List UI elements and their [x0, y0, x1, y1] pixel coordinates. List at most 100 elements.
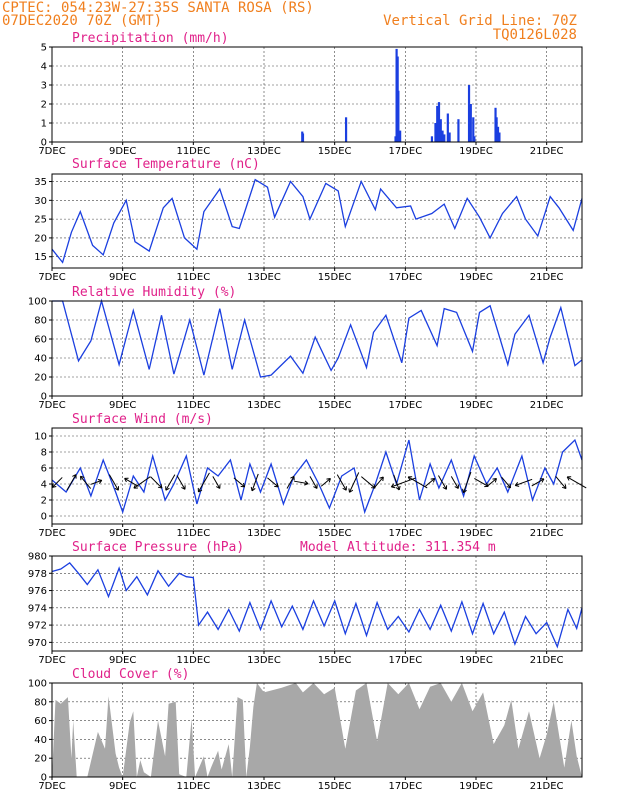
precip-bar — [436, 105, 439, 142]
wind-ytick-label: 8 — [41, 448, 47, 459]
precip-ytick-label: 4 — [41, 62, 47, 73]
wind-arrow — [124, 477, 139, 487]
precip-bar — [399, 130, 402, 142]
cloud-ytick-label: 60 — [34, 716, 47, 727]
wind-arrow — [438, 475, 448, 490]
wind-title: Surface Wind (m/s) — [72, 412, 213, 427]
cloud-ytick-label: 100 — [28, 679, 47, 690]
wind-arrow — [393, 474, 401, 491]
temp-plot: 15 20 25 30 35 7DEC 9DEC 11DEC 13DEC 15DEC 17DEC 19… — [34, 173, 583, 283]
wind-xtick-label: 21DEC — [530, 528, 564, 539]
precip-bar — [472, 117, 475, 142]
precip-bar — [430, 136, 434, 142]
cloud-frame — [51, 682, 583, 778]
rh-xtick-label: 9DEC — [109, 400, 136, 411]
pressure-ytick-label: 974 — [28, 603, 47, 614]
cloud-panel: Cloud Cover (%) — [72, 667, 189, 682]
wind-arrow — [486, 478, 497, 487]
temp-panel: Surface Temperature (nC) — [72, 157, 260, 172]
wind-xtick-label: 11DEC — [176, 528, 210, 539]
rh-title: Relative Humidity (%) — [72, 285, 236, 300]
cloud-xtick-label: 19DEC — [459, 781, 493, 792]
precip-bar — [443, 134, 446, 142]
model-altitude: Model Altitude: 311.354 m — [300, 540, 496, 555]
cloud-ytick-label: 20 — [34, 754, 47, 765]
precip-ytick-label: 3 — [41, 81, 47, 92]
temp-ytick-label: 30 — [34, 196, 47, 207]
pressure-ytick-label: 980 — [28, 552, 47, 563]
pressure-title: Surface Pressure (hPa) — [72, 540, 244, 555]
precip-bar — [498, 132, 501, 142]
wind-arrow — [373, 476, 384, 489]
cloud-ytick-label: 80 — [34, 697, 47, 708]
wind-arrow — [286, 475, 295, 489]
temp-line — [51, 178, 583, 264]
rh-xtick-label: 17DEC — [388, 400, 422, 411]
wind-arrow — [294, 480, 309, 486]
wind-xtick-label: 7DEC — [38, 528, 65, 539]
wind-arrow — [566, 476, 587, 489]
precip-xtick-label: 11DEC — [176, 146, 210, 157]
pressure-plot: 970 972 974 976 978 980 7DEC 9DEC 11DEC 13DEC 15DE… — [28, 552, 583, 666]
precip-xtick-label: 9DEC — [109, 146, 136, 157]
pressure-panel: Surface Pressure (hPa) Model Altitude: 3… — [72, 540, 496, 555]
cloud-xtick-label: 11DEC — [176, 781, 210, 792]
wind-arrow — [555, 475, 567, 490]
rh-ytick-label: 0 — [41, 392, 47, 403]
temp-xtick-label: 9DEC — [109, 272, 136, 283]
cloud-xtick-label: 15DEC — [318, 781, 352, 792]
precip-bar — [446, 113, 449, 142]
cloud-plot: 0 20 40 60 80 100 7DEC 9DEC 11DEC 13DEC 15DEC 17DEC… — [28, 679, 583, 792]
precip-bar — [495, 117, 498, 142]
wind-ytick-label: 10 — [34, 432, 47, 443]
wind-arrow — [336, 474, 347, 491]
wind-plot: 0 2 4 6 8 10 7DEC 9DEC 11DEC 13DEC 15DEC 17DEC 19DEC… — [34, 427, 587, 539]
temp-title: Surface Temperature (nC) — [72, 157, 260, 172]
wind-arrow — [361, 476, 376, 489]
pressure-xtick-label: 13DEC — [247, 655, 281, 666]
precip-bar — [437, 102, 441, 142]
pressure-xtick-label: 7DEC — [38, 655, 65, 666]
cloud-xtick-label: 9DEC — [109, 781, 136, 792]
wind-xtick-label: 13DEC — [247, 528, 281, 539]
wind-arrow — [462, 471, 472, 494]
rh-ytick-label: 100 — [28, 297, 47, 308]
wind-arrow — [176, 475, 186, 490]
wind-arrow — [212, 476, 221, 489]
cloud-ytick-label: 0 — [41, 773, 47, 784]
wind-ytick-label: 0 — [41, 512, 47, 523]
wind-ytick-label: 2 — [41, 496, 47, 507]
temp-xtick-label: 19DEC — [459, 272, 493, 283]
wind-arrow — [267, 477, 279, 488]
precip-title: Precipitation (mm/h) — [72, 31, 229, 46]
precip-panel: Precipitation (mm/h) — [72, 31, 229, 46]
precip-bar — [496, 126, 500, 142]
wind-arrow — [197, 472, 210, 493]
precip-bar — [473, 136, 476, 142]
temp-xtick-label: 13DEC — [247, 272, 281, 283]
precip-bar — [434, 123, 437, 142]
wind-arrow — [66, 474, 77, 491]
rh-frame — [51, 300, 583, 397]
precip-frame — [51, 46, 583, 143]
pressure-xtick-label: 11DEC — [176, 655, 210, 666]
temp-xtick-label: 15DEC — [318, 272, 352, 283]
grid-note: Vertical Grid Line: 70Z — [383, 13, 577, 29]
temp-xtick-label: 7DEC — [38, 272, 65, 283]
wind-arrow — [450, 476, 459, 489]
precip-bar — [439, 119, 442, 142]
wind-arrow — [407, 476, 428, 489]
precip-xtick-label: 13DEC — [247, 146, 281, 157]
precip-bar — [448, 132, 451, 142]
wind-frame — [51, 427, 583, 525]
precip-ytick-label: 5 — [41, 43, 47, 54]
cloud-xtick-label: 21DEC — [530, 781, 564, 792]
temp-xtick-label: 11DEC — [176, 272, 210, 283]
wind-xtick-label: 19DEC — [459, 528, 493, 539]
wind-xtick-label: 17DEC — [388, 528, 422, 539]
temp-ytick-label: 20 — [34, 233, 47, 244]
precip-xtick-label: 19DEC — [459, 146, 493, 157]
cloud-xtick-label: 17DEC — [388, 781, 422, 792]
precip-ytick-label: 2 — [41, 100, 47, 111]
